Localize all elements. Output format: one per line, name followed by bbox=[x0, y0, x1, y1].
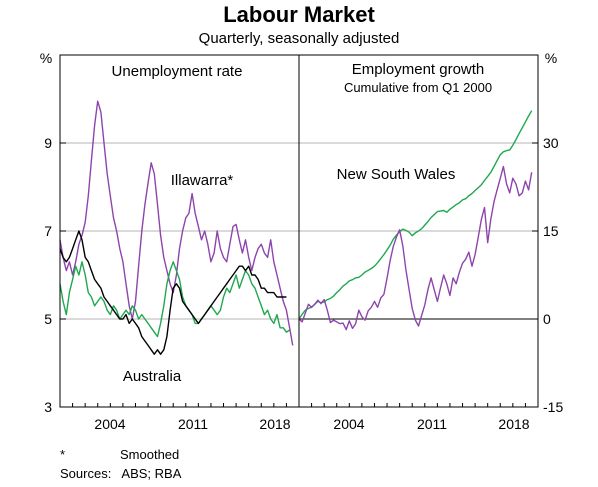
left-x-tick-label: 2004 bbox=[94, 416, 125, 432]
left-x-tick-label: 2011 bbox=[178, 416, 208, 432]
unemployment-illawarra-line bbox=[59, 100, 294, 346]
employment-illawarra-line bbox=[298, 165, 533, 331]
right-y-tick-label: 30 bbox=[543, 135, 559, 151]
right-panel-subtitle: Cumulative from Q1 2000 bbox=[344, 80, 492, 95]
left-x-tick-labels: 2004 2011 2018 bbox=[94, 416, 290, 432]
unemployment-australia-line bbox=[59, 230, 287, 355]
unemployment-new-south-wales-line bbox=[59, 261, 290, 338]
right-y-tick-label: -15 bbox=[543, 399, 563, 415]
left-y-unit-label: % bbox=[40, 50, 52, 66]
left-y-tick-label: 9 bbox=[44, 135, 52, 151]
left-y-tick-label: 7 bbox=[44, 223, 52, 239]
footnote-text: Smoothed bbox=[120, 447, 179, 462]
left-panel-title: Unemployment rate bbox=[112, 63, 243, 80]
nsw-series-label: New South Wales bbox=[337, 166, 456, 183]
left-y-tick-label: 3 bbox=[44, 399, 52, 415]
chart-title: Labour Market bbox=[223, 2, 375, 27]
employment-new-south-wales-line bbox=[298, 110, 533, 320]
australia-series-label: Australia bbox=[123, 368, 182, 385]
right-x-tick-label: 2004 bbox=[333, 416, 364, 432]
illawarra-series-label: Illawarra* bbox=[171, 172, 234, 189]
footnote-marker: * bbox=[60, 447, 65, 462]
axis-ticks bbox=[60, 142, 538, 408]
right-x-tick-label: 2018 bbox=[498, 416, 529, 432]
right-y-tick-label: 15 bbox=[543, 223, 559, 239]
right-y-tick-label: 0 bbox=[543, 311, 551, 327]
left-y-tick-label: 5 bbox=[44, 311, 52, 327]
right-x-tick-labels: 2004 2011 2018 bbox=[333, 416, 529, 432]
left-y-tick-labels: 9 7 5 3 bbox=[44, 135, 52, 415]
sources-note: Sources: ABS; RBA bbox=[60, 466, 182, 481]
right-panel-title: Employment growth bbox=[352, 61, 485, 78]
unemployment-series bbox=[59, 100, 294, 355]
chart-subtitle: Quarterly, seasonally adjusted bbox=[199, 30, 400, 47]
right-x-tick-label: 2011 bbox=[417, 416, 447, 432]
right-y-tick-labels: 30 15 0 -15 bbox=[543, 135, 563, 415]
right-panel-gridlines bbox=[299, 142, 538, 232]
right-y-unit-label: % bbox=[545, 50, 557, 66]
left-x-tick-label: 2018 bbox=[259, 416, 290, 432]
employment-series bbox=[298, 110, 533, 331]
left-panel-gridlines bbox=[60, 142, 299, 320]
